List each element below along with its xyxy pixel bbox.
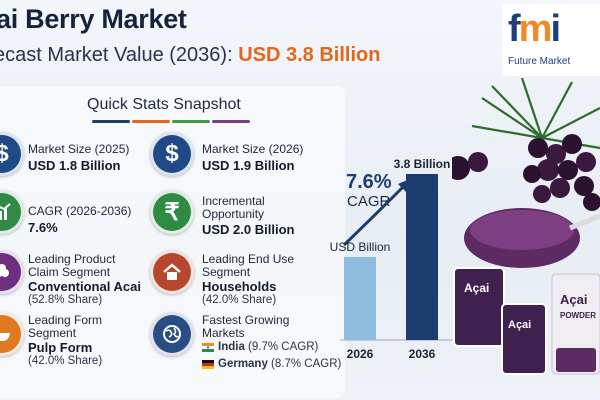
logo-letter-f: f bbox=[508, 8, 521, 50]
pack-label: Açai bbox=[560, 292, 587, 307]
logo-mark: fmi bbox=[508, 8, 561, 50]
market-note: (9.7% CAGR) bbox=[244, 341, 319, 353]
title-underline-purple bbox=[212, 120, 250, 123]
palm-leaf-icon bbox=[471, 78, 600, 150]
market-country: Germany bbox=[218, 358, 268, 370]
stat-label: Fastest Growing bbox=[202, 313, 290, 327]
market-row-germany: Germany (8.7% CAGR) bbox=[218, 358, 341, 370]
market-row-india: India (9.7% CAGR) bbox=[218, 341, 318, 353]
pack-sublabel: POWDER bbox=[560, 311, 596, 320]
stat-label: Leading End Use bbox=[202, 252, 295, 266]
stat-label: Market Size (2025) bbox=[28, 142, 130, 156]
pack-label: Açai bbox=[508, 319, 531, 331]
stat-label-line2: Segment bbox=[202, 265, 251, 279]
x-tick-label: 2036 bbox=[409, 347, 436, 361]
stat-label-line2: Segment bbox=[28, 326, 77, 340]
acai-berries-icon bbox=[452, 134, 600, 211]
title-underline-navy bbox=[92, 120, 130, 123]
stat-note: (52.8% Share) bbox=[28, 294, 103, 306]
stat-value: USD 1.8 Billion bbox=[28, 158, 121, 173]
page-title: ai Berry Market bbox=[0, 4, 187, 34]
data-label: 3.8 Billion bbox=[394, 157, 451, 171]
stat-note: (42.0% Share) bbox=[202, 294, 277, 306]
subtitle-value: USD 3.8 Billion bbox=[238, 44, 381, 66]
bar-2026 bbox=[344, 257, 376, 340]
acai-bowl-icon bbox=[464, 208, 600, 268]
cagr-annotation-value: 7.6% bbox=[346, 171, 392, 193]
stat-value: USD 2.0 Billion bbox=[202, 222, 295, 237]
stat-label: Leading Form bbox=[28, 313, 103, 327]
growth-arrow-line bbox=[342, 183, 407, 247]
cagr-annotation-label: CAGR bbox=[347, 193, 391, 210]
stat-label: Incremental bbox=[202, 194, 265, 208]
acai-pack-icon bbox=[453, 267, 600, 375]
stat-value: USD 1.9 Billion bbox=[202, 158, 295, 173]
pack-label: Açai bbox=[464, 281, 489, 295]
india-flag-icon bbox=[202, 343, 214, 352]
stat-label-line2: Claim Segment bbox=[28, 265, 111, 279]
stat-label-line2: Markets bbox=[202, 326, 245, 340]
globe-glyph bbox=[163, 325, 181, 343]
germany-flag-icon bbox=[202, 360, 214, 369]
brand-logo: fmi Future Market bbox=[502, 4, 600, 76]
bowl-glyph bbox=[0, 333, 10, 341]
stat-note: (42.0% Share) bbox=[28, 355, 103, 367]
stat-value: Pulp Form bbox=[28, 340, 93, 355]
stat-label: Market Size (2026) bbox=[202, 142, 304, 156]
stat-label: CAGR (2026-2036) bbox=[28, 204, 132, 218]
page-subtitle: ecast Market Value (2036): USD 3.8 Billi… bbox=[0, 44, 380, 67]
market-value-chart: USD Billion 2026 3.8 Billion 2036 bbox=[330, 157, 460, 361]
stat-label-line2: Opportunity bbox=[202, 207, 265, 221]
house-glyph bbox=[163, 263, 181, 280]
stat-value: Households bbox=[202, 279, 277, 294]
bar-2036 bbox=[406, 174, 438, 340]
market-note: (8.7% CAGR) bbox=[267, 358, 342, 370]
globe-icon bbox=[150, 312, 194, 356]
subtitle-prefix: ecast Market Value (2036): bbox=[0, 44, 239, 66]
growth-chart-glyph bbox=[0, 203, 11, 220]
acai-product-illustration: Açai Açai Açai POWDER bbox=[452, 78, 600, 375]
title-underline-orange bbox=[132, 120, 170, 123]
stat-value: 7.6% bbox=[28, 220, 58, 235]
logo-letter-m: m bbox=[518, 8, 553, 50]
stat-label: Leading Product bbox=[28, 252, 116, 266]
logo-text: Future Market bbox=[508, 56, 571, 67]
hand-rupee-icon: ₹ bbox=[150, 190, 194, 234]
dollar-icon: $ bbox=[150, 132, 194, 176]
quick-stats-title: Quick Stats Snapshot bbox=[87, 96, 241, 113]
berry-glyph bbox=[0, 264, 9, 277]
x-tick-label: 2026 bbox=[347, 347, 374, 361]
data-label: USD Billion bbox=[330, 240, 390, 254]
title-underline-green bbox=[172, 120, 210, 123]
house-icon bbox=[150, 250, 194, 294]
logo-letter-i: i bbox=[550, 8, 560, 50]
market-country: India bbox=[218, 341, 245, 353]
stat-value: Conventional Acai bbox=[28, 279, 141, 294]
